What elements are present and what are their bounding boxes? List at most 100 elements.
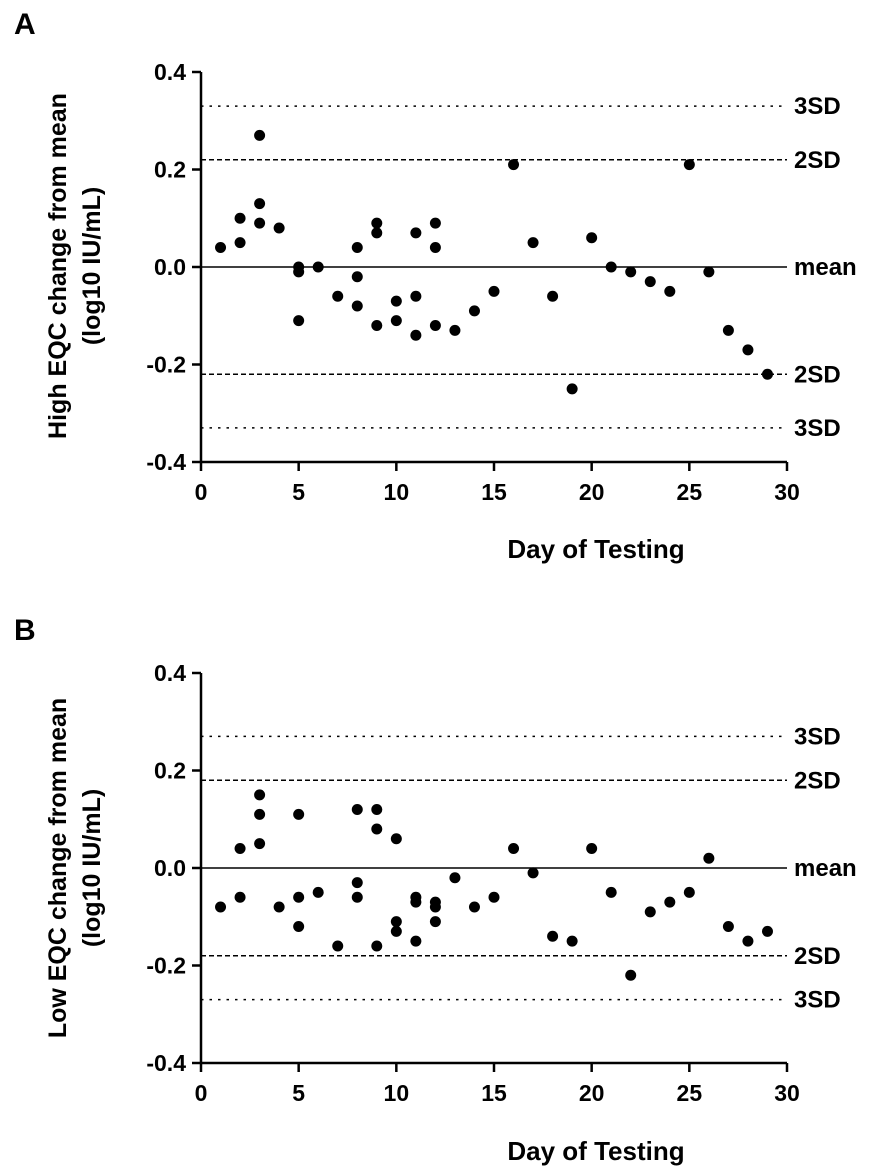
- data-point: [625, 969, 637, 981]
- y-axis-label-line2: (log10 IU/mL): [78, 187, 106, 345]
- data-point: [488, 891, 500, 903]
- x-tick-label: 25: [677, 479, 703, 505]
- data-point: [566, 935, 578, 947]
- data-point: [254, 198, 266, 210]
- data-point: [410, 896, 422, 908]
- data-point: [371, 320, 383, 331]
- panel-label: A: [14, 8, 36, 41]
- data-point: [566, 383, 578, 395]
- data-point: [351, 242, 363, 253]
- data-point: [351, 804, 363, 815]
- panel-a: A Day of Testing High EQC change from me…: [14, 8, 857, 564]
- data-point: [390, 295, 402, 307]
- data-point: [761, 368, 773, 380]
- data-point: [410, 329, 422, 341]
- reference-line-label: 3SD: [794, 987, 841, 1014]
- x-axis-label: Day of Testing: [507, 534, 684, 564]
- data-point: [527, 867, 539, 879]
- y-axis-label-line2: (log10 IU/mL): [78, 789, 106, 947]
- data-point: [312, 261, 324, 273]
- data-point: [254, 838, 266, 850]
- data-point: [410, 290, 422, 302]
- data-point: [605, 261, 617, 273]
- data-point: [468, 305, 480, 317]
- y-tick-label: -0.2: [146, 953, 186, 979]
- data-point: [644, 906, 656, 918]
- data-point: [586, 843, 598, 854]
- data-point: [547, 290, 559, 302]
- y-tick-label: -0.2: [146, 352, 186, 378]
- x-tick-label: 30: [774, 1080, 800, 1106]
- data-point: [527, 237, 539, 249]
- data-point: [468, 901, 480, 913]
- y-tick-label: -0.4: [146, 449, 186, 475]
- data-point: [410, 935, 422, 947]
- data-point: [293, 891, 305, 903]
- data-point: [293, 315, 305, 327]
- data-point: [234, 891, 246, 903]
- reference-line-label: mean: [794, 254, 857, 281]
- data-point: [429, 320, 441, 331]
- y-tick-label: 0.2: [154, 758, 186, 784]
- data-point: [390, 925, 402, 937]
- data-point: [371, 217, 383, 229]
- y-tick-label: 0.0: [154, 855, 186, 881]
- data-point: [254, 217, 266, 229]
- y-axis-label-line1: Low EQC change from mean: [44, 698, 72, 1038]
- data-point: [234, 237, 246, 249]
- panel-label: B: [14, 614, 36, 647]
- panel-b: B Day of Testing Low EQC change from mea…: [14, 614, 857, 1166]
- data-point: [332, 290, 344, 302]
- data-point: [390, 833, 402, 845]
- x-tick-label: 5: [292, 1080, 305, 1106]
- data-point: [215, 242, 227, 253]
- data-point: [508, 159, 520, 171]
- data-point: [664, 285, 676, 297]
- x-tick-label: 5: [292, 479, 305, 505]
- data-point: [742, 344, 754, 356]
- reference-line-label: 3SD: [794, 723, 841, 750]
- data-point: [390, 315, 402, 327]
- plot-area: 3SD 2SD mean 2SD 3SD -0.4 -0.2 0.0 0.2 0.4 0 5 10 15 2…: [146, 59, 856, 505]
- data-point: [644, 276, 656, 288]
- reference-line-label: 2SD: [794, 147, 841, 174]
- data-point: [429, 901, 441, 913]
- x-tick-label: 15: [481, 479, 507, 505]
- data-point: [293, 921, 305, 932]
- data-point: [371, 227, 383, 239]
- x-tick-label: 0: [195, 479, 208, 505]
- data-point: [449, 872, 461, 884]
- data-point: [605, 886, 617, 898]
- y-tick-label: 0.4: [154, 59, 186, 85]
- data-point: [586, 232, 598, 244]
- x-axis-label: Day of Testing: [507, 1136, 684, 1166]
- data-point: [761, 925, 773, 937]
- reference-line-label: 2SD: [794, 767, 841, 794]
- x-tick-label: 30: [774, 479, 800, 505]
- data-point: [390, 916, 402, 928]
- data-point: [312, 886, 324, 898]
- data-point: [273, 222, 285, 234]
- x-tick-label: 20: [579, 1080, 605, 1106]
- data-point: [449, 324, 461, 336]
- data-point: [234, 843, 246, 854]
- reference-line-label: 3SD: [794, 415, 841, 442]
- data-point: [215, 901, 227, 913]
- data-point: [683, 159, 695, 171]
- y-tick-label: 0.2: [154, 157, 186, 183]
- data-point: [234, 212, 246, 224]
- data-point: [429, 916, 441, 928]
- data-point: [332, 940, 344, 952]
- data-point: [351, 271, 363, 283]
- data-point: [371, 940, 383, 952]
- data-point: [351, 300, 363, 312]
- y-tick-label: -0.4: [146, 1050, 186, 1076]
- data-point: [547, 930, 559, 942]
- data-point: [722, 324, 734, 336]
- data-point: [371, 823, 383, 835]
- x-tick-label: 0: [195, 1080, 208, 1106]
- data-point: [293, 266, 305, 278]
- x-tick-label: 10: [384, 1080, 410, 1106]
- data-point: [664, 896, 676, 908]
